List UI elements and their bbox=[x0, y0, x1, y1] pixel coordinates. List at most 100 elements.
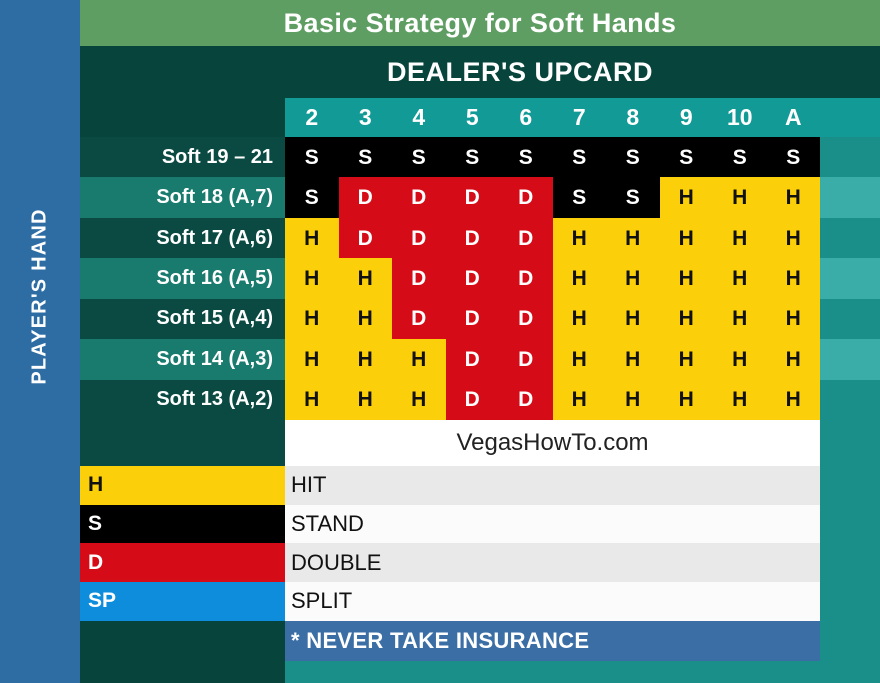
strategy-cell: H bbox=[338, 379, 392, 420]
strategy-cell: H bbox=[285, 379, 339, 420]
strategy-cell: D bbox=[392, 217, 446, 259]
strategy-cell: H bbox=[338, 339, 392, 380]
strategy-cell: D bbox=[499, 177, 553, 218]
legend-swatch-h: H bbox=[80, 466, 285, 505]
strategy-cell: S bbox=[552, 137, 606, 178]
strategy-cell: H bbox=[713, 217, 767, 259]
strategy-cell: H bbox=[392, 379, 446, 420]
strategy-cell: S bbox=[392, 137, 446, 178]
strategy-cell: H bbox=[552, 258, 606, 299]
strategy-cell: S bbox=[499, 137, 553, 178]
player-hand-axis-label: PLAYER'S HAND bbox=[0, 0, 80, 683]
watermark-left-fill bbox=[80, 420, 285, 466]
legend-swatch-s: S bbox=[80, 504, 285, 544]
strategy-cell: H bbox=[285, 339, 339, 380]
legend-label-h: HIT bbox=[285, 466, 820, 505]
right-teal-strip bbox=[820, 137, 880, 420]
strategy-cell: H bbox=[659, 258, 713, 299]
dealer-upcard-8: 8 bbox=[626, 104, 640, 130]
strategy-cell: D bbox=[499, 298, 553, 340]
dealer-upcard-6: 6 bbox=[519, 104, 533, 130]
strategy-cell: H bbox=[713, 379, 767, 420]
row-label: Soft 16 (A,5) bbox=[80, 258, 285, 299]
strategy-cell: D bbox=[445, 258, 499, 299]
dealer-upcard-2: 2 bbox=[305, 104, 319, 130]
legend-swatch-sp: SP bbox=[80, 582, 285, 621]
strategy-cell: D bbox=[392, 258, 446, 299]
legend-row: SP SPLIT bbox=[80, 582, 880, 621]
right-strip-band bbox=[820, 298, 880, 340]
strategy-cell: H bbox=[285, 298, 339, 340]
strategy-cell: D bbox=[338, 217, 392, 259]
insurance-note-bar: * NEVER TAKE INSURANCE bbox=[285, 621, 820, 661]
strategy-cell: H bbox=[659, 339, 713, 380]
dealer-upcard-band: DEALER'S UPCARD bbox=[80, 46, 880, 98]
strategy-cell: H bbox=[285, 217, 339, 259]
strategy-cell: H bbox=[659, 379, 713, 420]
strategy-cell: H bbox=[552, 379, 606, 420]
row-label: Soft 14 (A,3) bbox=[80, 339, 285, 380]
strategy-cell: S bbox=[552, 177, 606, 218]
strategy-cell: S bbox=[606, 137, 660, 178]
strategy-cell: S bbox=[285, 177, 339, 218]
legend-right-fill bbox=[820, 504, 880, 544]
strategy-cell: H bbox=[606, 339, 660, 380]
dealer-upcard-3: 3 bbox=[358, 104, 372, 130]
strategy-cell: H bbox=[338, 258, 392, 299]
strategy-grid: Soft 19 – 21 Soft 18 (A,7) Soft 17 (A,6) So… bbox=[80, 137, 880, 420]
column-header-left-fill bbox=[80, 98, 285, 137]
row-label: Soft 13 (A,2) bbox=[80, 379, 285, 420]
strategy-cell: S bbox=[659, 137, 713, 178]
insurance-right-fill bbox=[820, 621, 880, 661]
right-strip-band bbox=[820, 339, 880, 380]
legend-label-sp: SPLIT bbox=[285, 582, 820, 621]
legend: H HIT S STAND D DOUBLE SP SPLIT bbox=[80, 466, 880, 621]
strategy-cell: H bbox=[285, 258, 339, 299]
strategy-cell: D bbox=[499, 217, 553, 259]
watermark-band: VegasHowTo.com bbox=[285, 420, 820, 466]
dealer-upcard-5: 5 bbox=[465, 104, 479, 130]
strategy-cell: H bbox=[766, 258, 820, 299]
strategy-cell: H bbox=[659, 298, 713, 340]
legend-row: H HIT bbox=[80, 466, 880, 505]
strategy-cell: H bbox=[552, 298, 606, 340]
strategy-cell: H bbox=[606, 217, 660, 259]
column-headers: 2 3 4 5 6 7 8 9 10 A bbox=[285, 98, 820, 137]
strategy-cell: S bbox=[713, 137, 767, 178]
row-label: Soft 17 (A,6) bbox=[80, 217, 285, 259]
strategy-cell: H bbox=[606, 258, 660, 299]
right-strip-band bbox=[820, 217, 880, 259]
strategy-cell: D bbox=[499, 258, 553, 299]
strategy-cell: H bbox=[766, 298, 820, 340]
strategy-cell: D bbox=[499, 339, 553, 380]
strategy-cell: H bbox=[766, 379, 820, 420]
strategy-cell: H bbox=[606, 379, 660, 420]
legend-row: D DOUBLE bbox=[80, 543, 880, 583]
watermark-right-fill bbox=[820, 420, 880, 466]
dealer-upcard-10: 10 bbox=[726, 104, 753, 130]
strategy-cell: H bbox=[766, 217, 820, 259]
strategy-cell: D bbox=[445, 339, 499, 380]
strategy-cell: D bbox=[499, 379, 553, 420]
dealer-upcard-9: 9 bbox=[679, 104, 693, 130]
strategy-cell: H bbox=[713, 339, 767, 380]
strategy-cell: H bbox=[552, 217, 606, 259]
insurance-note-text: * NEVER TAKE INSURANCE bbox=[291, 628, 590, 653]
chart-title-band: Basic Strategy for Soft Hands bbox=[80, 0, 880, 46]
legend-swatch-d: D bbox=[80, 543, 285, 583]
strategy-cell: H bbox=[713, 177, 767, 218]
insurance-under-strip bbox=[285, 661, 880, 683]
legend-label-s: STAND bbox=[285, 504, 820, 544]
right-strip-band bbox=[820, 177, 880, 218]
dealer-upcard-4: 4 bbox=[412, 104, 426, 130]
strategy-cell: H bbox=[392, 339, 446, 380]
strategy-cell: D bbox=[392, 298, 446, 340]
watermark-text: VegasHowTo.com bbox=[456, 429, 649, 456]
strategy-cell: H bbox=[713, 298, 767, 340]
